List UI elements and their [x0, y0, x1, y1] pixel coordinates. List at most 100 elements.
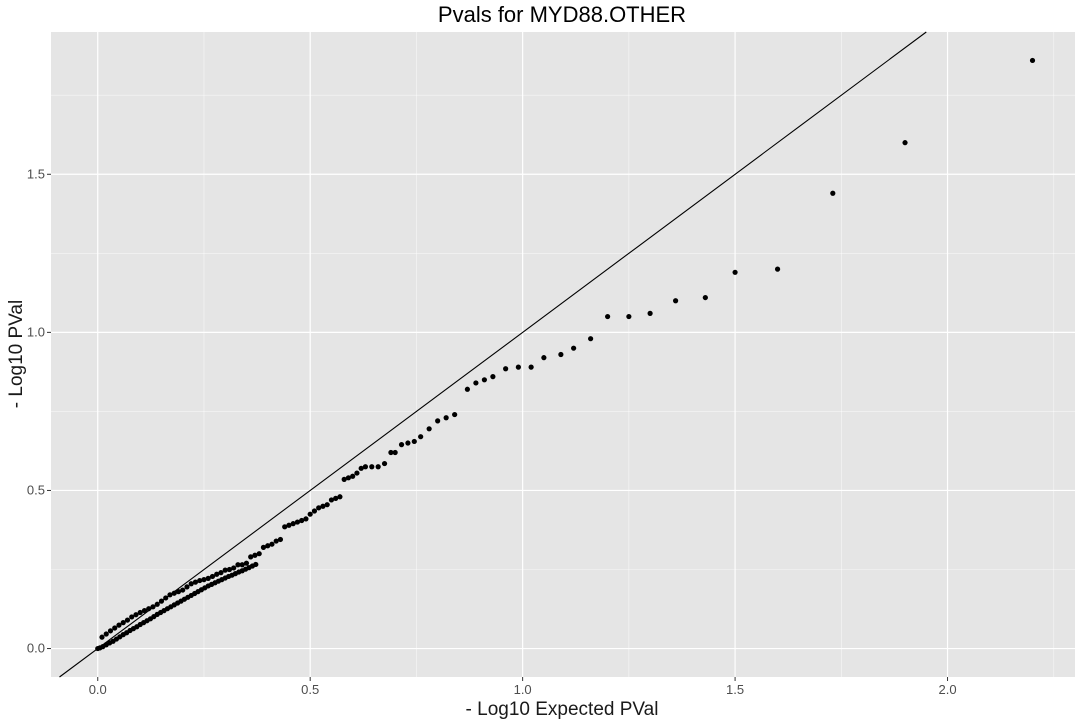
data-point — [226, 566, 233, 573]
data-point — [830, 190, 836, 196]
data-point — [209, 573, 216, 580]
data-point — [490, 374, 496, 380]
data-point — [120, 620, 126, 626]
data-point — [381, 460, 388, 467]
y-axis-ticks: 0.0 0.5 1.0 1.5 — [27, 166, 51, 656]
data-point — [197, 577, 203, 584]
data-point — [163, 595, 169, 601]
data-point — [418, 434, 424, 440]
data-point — [167, 592, 173, 598]
data-point — [253, 561, 259, 568]
data-point — [256, 551, 262, 557]
y-tick-label: 1.5 — [27, 166, 45, 181]
reference-line — [59, 31, 927, 678]
data-point — [398, 442, 405, 448]
data-point — [647, 310, 653, 316]
data-point — [112, 625, 118, 631]
y-tick-label: 0.5 — [27, 482, 45, 497]
y-tick-label: 0.0 — [27, 641, 45, 656]
data-point — [702, 294, 708, 301]
data-point — [626, 313, 632, 320]
data-point — [299, 517, 305, 524]
data-point — [311, 508, 318, 514]
data-point — [316, 505, 322, 511]
data-point — [571, 345, 577, 351]
data-point — [324, 502, 330, 508]
data-point — [354, 470, 360, 476]
x-tick-label: 0.5 — [301, 682, 319, 697]
data-point — [515, 364, 521, 370]
data-point — [558, 351, 564, 358]
data-points — [95, 57, 1036, 652]
data-point — [369, 464, 375, 470]
data-point — [672, 298, 679, 304]
x-axis-ticks: 0.0 0.5 1.0 1.5 2.0 — [89, 677, 957, 697]
data-point — [192, 579, 199, 585]
chart-title: Pvals for MYD88.OTHER — [438, 2, 686, 27]
data-point — [503, 366, 509, 372]
grid-minor — [51, 32, 1075, 677]
data-point — [732, 269, 738, 275]
data-point — [201, 577, 207, 583]
data-point — [175, 589, 182, 595]
data-point — [286, 522, 292, 528]
data-point — [392, 449, 398, 456]
data-point — [273, 538, 279, 544]
data-point — [307, 511, 313, 517]
data-point — [362, 464, 369, 470]
data-point — [129, 614, 135, 620]
data-point — [337, 494, 343, 500]
data-point — [107, 628, 114, 634]
data-point — [277, 536, 284, 543]
data-point — [345, 475, 352, 481]
data-point — [528, 364, 534, 370]
data-point — [350, 473, 356, 479]
data-point — [218, 570, 224, 576]
data-point — [290, 521, 296, 527]
data-point — [605, 313, 611, 320]
x-tick-label: 1.5 — [726, 682, 744, 697]
data-point — [341, 476, 347, 482]
grid-major — [51, 32, 1075, 677]
data-point — [214, 571, 220, 577]
data-point — [405, 440, 411, 446]
data-point — [1029, 57, 1036, 64]
data-point — [411, 438, 417, 445]
data-point — [137, 609, 143, 616]
data-point — [235, 562, 241, 568]
data-point — [171, 590, 177, 596]
data-point — [231, 565, 237, 571]
data-point — [180, 587, 186, 593]
data-point — [222, 567, 228, 573]
data-point — [481, 377, 487, 383]
x-tick-label: 1.0 — [514, 682, 532, 697]
data-point — [124, 617, 131, 623]
data-point — [243, 560, 250, 566]
data-point — [541, 355, 547, 361]
data-point — [99, 634, 105, 640]
data-point — [473, 380, 479, 386]
data-point — [282, 524, 288, 530]
data-point — [902, 140, 908, 146]
x-tick-label: 2.0 — [938, 682, 956, 697]
data-point — [133, 612, 139, 618]
data-point — [150, 604, 156, 610]
data-point — [452, 411, 458, 418]
data-point — [388, 449, 394, 456]
data-point — [320, 503, 326, 509]
data-point — [328, 497, 335, 503]
data-point — [146, 606, 152, 612]
data-point — [588, 336, 594, 342]
x-axis-title: - Log10 Expected PVal — [466, 699, 659, 720]
data-point — [141, 608, 148, 614]
data-point — [375, 464, 381, 470]
data-point — [294, 519, 301, 525]
data-point — [426, 426, 432, 432]
data-point — [269, 541, 275, 547]
data-point — [184, 584, 190, 590]
data-point — [252, 552, 258, 558]
y-axis-title: - Log10 PVal — [6, 300, 27, 408]
y-tick-label: 1.0 — [27, 324, 45, 339]
data-point — [116, 622, 122, 628]
